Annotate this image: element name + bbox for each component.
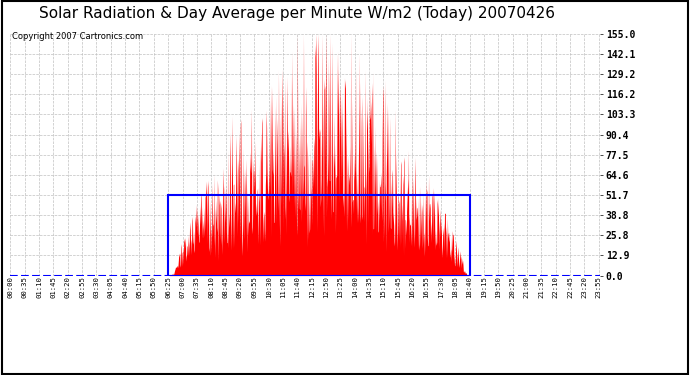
Text: 15:45: 15:45 <box>395 276 401 297</box>
Text: 07:35: 07:35 <box>194 276 200 297</box>
Text: 06:25: 06:25 <box>165 276 171 297</box>
Text: 23:55: 23:55 <box>595 276 602 297</box>
Text: 16:55: 16:55 <box>424 276 429 297</box>
Text: 21:35: 21:35 <box>538 276 544 297</box>
Text: 12:15: 12:15 <box>308 276 315 297</box>
Text: 21:00: 21:00 <box>524 276 530 297</box>
Text: 05:15: 05:15 <box>137 276 143 297</box>
Text: 14:00: 14:00 <box>352 276 357 297</box>
Text: 19:15: 19:15 <box>481 276 487 297</box>
Text: 02:55: 02:55 <box>79 276 85 297</box>
Text: 03:30: 03:30 <box>93 276 99 297</box>
Text: 08:10: 08:10 <box>208 276 214 297</box>
Text: 08:45: 08:45 <box>223 276 228 297</box>
Text: 09:20: 09:20 <box>237 276 243 297</box>
Text: 17:30: 17:30 <box>438 276 444 297</box>
Text: 11:05: 11:05 <box>280 276 286 297</box>
Bar <box>168 195 469 276</box>
Text: 01:10: 01:10 <box>36 276 42 297</box>
Text: 00:00: 00:00 <box>8 276 13 297</box>
Text: 22:45: 22:45 <box>567 276 573 297</box>
Text: 07:00: 07:00 <box>179 276 186 297</box>
Text: 22:10: 22:10 <box>553 276 559 297</box>
Text: 02:20: 02:20 <box>65 276 71 297</box>
Text: 11:40: 11:40 <box>295 276 300 297</box>
Text: 00:35: 00:35 <box>21 276 28 297</box>
Text: 16:20: 16:20 <box>409 276 415 297</box>
Text: 12:50: 12:50 <box>323 276 329 297</box>
Text: Copyright 2007 Cartronics.com: Copyright 2007 Cartronics.com <box>12 32 144 41</box>
Text: 09:55: 09:55 <box>251 276 257 297</box>
Text: 04:40: 04:40 <box>122 276 128 297</box>
Text: Solar Radiation & Day Average per Minute W/m2 (Today) 20070426: Solar Radiation & Day Average per Minute… <box>39 6 555 21</box>
Text: 13:25: 13:25 <box>337 276 344 297</box>
Text: 01:45: 01:45 <box>50 276 57 297</box>
Text: 18:05: 18:05 <box>452 276 458 297</box>
Text: 20:25: 20:25 <box>510 276 515 297</box>
Text: 04:05: 04:05 <box>108 276 114 297</box>
Text: 14:35: 14:35 <box>366 276 372 297</box>
Text: 18:40: 18:40 <box>466 276 473 297</box>
Text: 19:50: 19:50 <box>495 276 501 297</box>
Text: 10:30: 10:30 <box>266 276 272 297</box>
Text: 05:50: 05:50 <box>151 276 157 297</box>
Text: 15:10: 15:10 <box>380 276 386 297</box>
Text: 23:20: 23:20 <box>581 276 587 297</box>
